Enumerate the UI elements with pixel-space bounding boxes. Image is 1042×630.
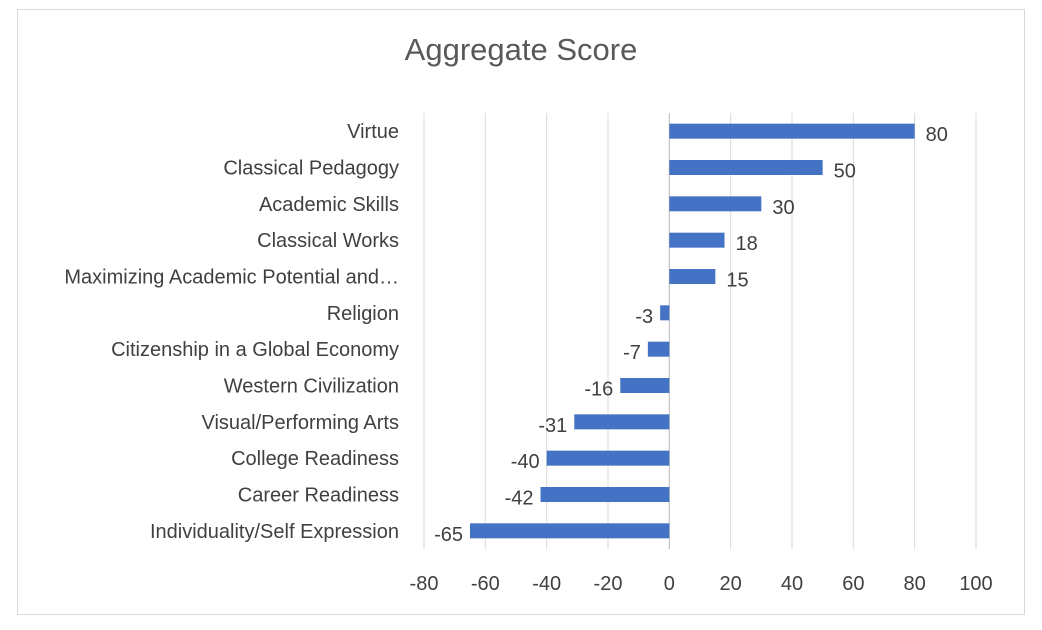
x-tick-label: 60 bbox=[842, 573, 864, 595]
category-label: College Readiness bbox=[231, 448, 399, 470]
bar bbox=[669, 123, 915, 139]
x-tick-label: -60 bbox=[471, 573, 500, 595]
chart-frame bbox=[17, 9, 1025, 615]
chart-title: Aggregate Score bbox=[404, 32, 638, 67]
x-tick-label: 80 bbox=[904, 573, 926, 595]
data-label: 50 bbox=[834, 161, 856, 183]
category-label: Maximizing Academic Potential and… bbox=[64, 267, 399, 289]
data-label: -31 bbox=[538, 415, 567, 437]
bar bbox=[470, 523, 670, 539]
data-label: 80 bbox=[926, 124, 948, 146]
bar bbox=[669, 269, 716, 284]
bar bbox=[669, 232, 725, 248]
data-label: -16 bbox=[584, 379, 613, 401]
category-label: Visual/Performing Arts bbox=[202, 412, 400, 434]
x-tick-label: -40 bbox=[532, 573, 561, 595]
bar bbox=[660, 305, 670, 321]
bar bbox=[546, 450, 670, 466]
data-label: 18 bbox=[736, 233, 758, 255]
x-tick-label: 20 bbox=[720, 573, 742, 595]
data-label: -7 bbox=[623, 342, 641, 364]
category-label: Citizenship in a Global Economy bbox=[111, 339, 399, 361]
category-label: Virtue bbox=[347, 121, 399, 143]
x-tick-label: 40 bbox=[781, 573, 803, 595]
data-label: 15 bbox=[726, 270, 748, 292]
x-tick-label: -20 bbox=[594, 573, 623, 595]
category-label: Western Civilization bbox=[224, 376, 399, 398]
bar bbox=[540, 487, 670, 502]
bar bbox=[669, 196, 762, 212]
data-label: -3 bbox=[635, 306, 653, 328]
category-label: Classical Pedagogy bbox=[223, 158, 399, 180]
bar bbox=[669, 160, 823, 175]
data-label: -42 bbox=[505, 488, 534, 510]
category-label: Individuality/Self Expression bbox=[150, 521, 399, 543]
category-label: Academic Skills bbox=[259, 194, 399, 216]
bar bbox=[647, 341, 670, 357]
data-label: -40 bbox=[511, 451, 540, 473]
bar bbox=[574, 414, 670, 430]
data-label: -65 bbox=[434, 524, 463, 546]
x-tick-label: 0 bbox=[664, 573, 675, 595]
x-tick-label: 100 bbox=[959, 573, 992, 595]
category-label: Career Readiness bbox=[238, 485, 399, 507]
category-label: Religion bbox=[327, 303, 399, 325]
category-label: Classical Works bbox=[257, 230, 399, 252]
x-tick-label: -80 bbox=[410, 573, 439, 595]
data-label: 30 bbox=[772, 197, 794, 219]
bar bbox=[620, 378, 670, 393]
